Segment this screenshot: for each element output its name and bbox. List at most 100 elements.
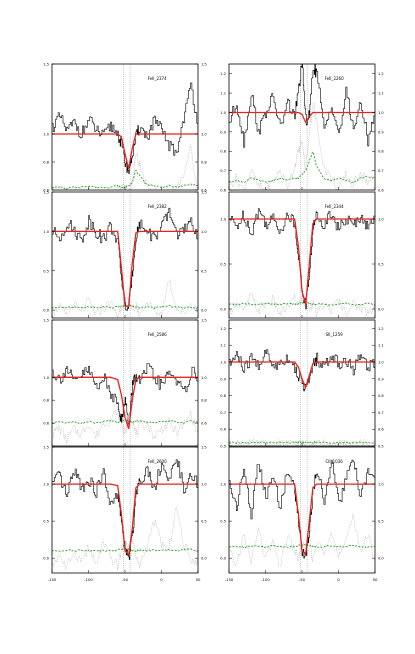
flux-data-line [229, 208, 375, 310]
x-tick-label: -150 [225, 577, 234, 582]
y-tick-label: 1.2 [220, 72, 226, 76]
y-tick-label: 0.0 [220, 308, 226, 312]
y-tick-label: 1.5 [43, 446, 49, 450]
y-tick-label: 0.5 [43, 269, 49, 273]
y-tick-label: 0.8 [201, 161, 207, 165]
flux-data-line [229, 459, 375, 559]
y-tick-label: 0.6 [220, 189, 226, 193]
y-tick-label: 0.6 [43, 189, 49, 193]
plot-area [229, 320, 375, 446]
y-tick-label: 0.0 [201, 309, 207, 313]
x-tick-label: -50 [299, 577, 306, 582]
panel-cii-1036: 0.0 0.0 0.5 0.5 1.0 1.0 CII_1036 [220, 446, 384, 574]
y-tick-label: 0.6 [220, 428, 226, 432]
y-tick-label: 0.7 [220, 411, 226, 415]
y-tick-label: 0.8 [378, 150, 384, 154]
y-tick-label: 1.5 [43, 319, 49, 323]
y-tick-label: 0.9 [220, 377, 226, 381]
y-tick-label: 0.8 [220, 394, 226, 398]
residual-line [229, 438, 375, 446]
y-tick-label: 0.7 [220, 169, 226, 173]
y-tick-label: 1.5 [201, 63, 207, 67]
panel-feii-2600: 0.0 0.0 0.5 0.5 1.0 1.0 1.5 1.5 FeII_2600 [43, 446, 207, 574]
error-line [52, 304, 198, 310]
y-tick-label: 1.5 [201, 319, 207, 323]
panel-feii-2260: 0.6 0.6 0.7 0.7 0.8 0.8 0.9 0.9 1.0 1.0 1.1 1.1 1.2 1… [220, 63, 384, 193]
transition-label: FeII_2382 [148, 204, 168, 209]
y-tick-label: 1.5 [43, 191, 49, 195]
y-tick-label: 0.6 [378, 189, 384, 193]
plot-area [229, 192, 375, 318]
y-tick-label: 0.5 [220, 520, 226, 524]
y-tick-label: 0.9 [378, 130, 384, 134]
y-tick-label: 1.0 [43, 483, 49, 487]
error-line [229, 543, 375, 549]
transition-label: FeII_2586 [148, 332, 168, 337]
y-tick-label: 1.0 [201, 133, 207, 137]
y-tick-label: 0.8 [201, 399, 207, 403]
transition-label: FeII_2260 [325, 76, 345, 81]
y-tick-label: 1.0 [201, 376, 207, 380]
y-tick-label: 0.8 [43, 399, 49, 403]
y-tick-label: 0.0 [220, 557, 226, 561]
plot-area [52, 64, 198, 190]
y-tick-label: 1.1 [220, 92, 226, 96]
transition-label: FeII_2344 [325, 204, 345, 209]
y-tick-label: 0.0 [201, 557, 207, 561]
transition-label: SII_1259 [326, 332, 344, 337]
panel-feii-2374: 0.6 0.6 0.8 0.8 1.0 1.0 1.5 1.5 FeII_2374 [43, 63, 207, 193]
panel-feii-2382: 0.0 0.0 0.5 0.5 1.0 1.0 1.5 1.5 FeII_2382 [43, 191, 207, 319]
residual-line [229, 513, 375, 567]
plot-area [229, 64, 375, 190]
x-tick-label: -150 [48, 577, 57, 582]
y-tick-label: 1.1 [220, 344, 226, 348]
residual-line [229, 102, 375, 190]
x-tick-label: -100 [84, 577, 93, 582]
y-tick-label: 1.0 [220, 483, 226, 487]
error-line [229, 150, 375, 184]
y-tick-label: 0.5 [201, 269, 207, 273]
y-tick-label: 0.0 [43, 557, 49, 561]
y-tick-label: 0.6 [43, 422, 49, 426]
model-fit-line [52, 133, 198, 170]
panel-feii-2344: 0.0 0.0 0.5 0.5 1.0 1.0 FeII_2344 [220, 191, 384, 319]
model-fit-line [229, 361, 375, 389]
error-line [229, 440, 375, 445]
y-tick-label: 1.0 [201, 230, 207, 234]
y-tick-label: 1.0 [220, 218, 226, 222]
residual-line [55, 144, 198, 190]
flux-data-line [52, 459, 198, 560]
transition-label: FeII_2374 [148, 76, 168, 81]
y-tick-label: 0.6 [201, 422, 207, 426]
y-tick-label: 0.5 [43, 520, 49, 524]
y-tick-label: 1.5 [201, 446, 207, 450]
y-tick-label: 1.0 [43, 133, 49, 137]
flux-data-line [52, 82, 198, 174]
y-tick-label: 0.7 [378, 411, 384, 415]
y-tick-label: 1.0 [378, 483, 384, 487]
y-tick-label: 1.0 [378, 111, 384, 115]
panel-feii-2586: 0.6 0.6 0.8 0.8 1.0 1.0 1.5 1.5 FeII_2586 [43, 319, 207, 447]
y-tick-label: 1.0 [378, 218, 384, 222]
y-tick-label: 0.8 [43, 161, 49, 165]
y-tick-label: 0.5 [201, 520, 207, 524]
model-fit-line [52, 230, 198, 307]
y-tick-label: 0.8 [220, 150, 226, 154]
plot-area [52, 447, 198, 573]
residual-line [229, 293, 375, 318]
transition-label: FeII_2600 [148, 459, 168, 464]
y-tick-label: 1.1 [378, 92, 384, 96]
y-tick-label: 1.0 [201, 483, 207, 487]
x-tick-label: 50 [373, 577, 378, 582]
panel-sii-1259: 0.5 0.5 0.6 0.6 0.7 0.7 0.8 0.8 0.9 0.9 1.0 1.0 1.1 1… [220, 319, 384, 449]
x-tick-label: -100 [261, 577, 270, 582]
y-tick-label: 1.1 [378, 344, 384, 348]
y-tick-label: 0.0 [43, 309, 49, 313]
y-tick-label: 0.5 [378, 445, 384, 449]
flux-data-line [52, 207, 198, 311]
y-tick-label: 0.5 [220, 263, 226, 267]
model-fit-line [229, 483, 375, 556]
y-tick-label: 1.0 [220, 361, 226, 365]
